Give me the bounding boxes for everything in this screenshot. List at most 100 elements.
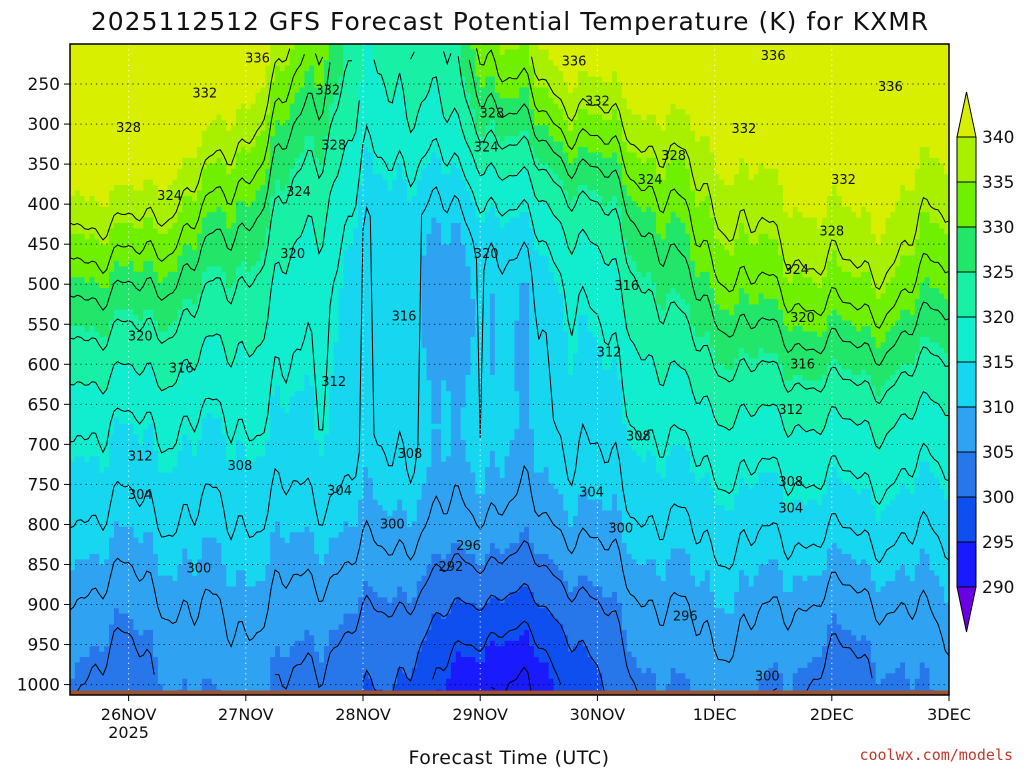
color-band-cell <box>148 217 154 262</box>
color-band-cell <box>572 119 579 159</box>
color-band-cell <box>426 629 432 695</box>
color-band-cell <box>914 478 921 566</box>
color-band-cell <box>226 174 232 230</box>
color-band-cell <box>572 195 579 246</box>
color-band-cell <box>475 44 481 78</box>
color-band-cell <box>885 282 891 333</box>
color-band-cell <box>275 261 281 387</box>
color-band-cell <box>817 505 823 577</box>
color-band-cell <box>919 548 926 664</box>
color-band-cell <box>763 168 769 235</box>
color-band-cell <box>880 385 887 441</box>
color-band-cell <box>104 288 110 338</box>
color-band-cell <box>631 44 638 116</box>
color-band-cell <box>836 315 843 365</box>
color-band-cell <box>211 212 218 268</box>
color-band-cell <box>748 358 755 419</box>
color-band-cell <box>553 103 559 143</box>
color-band-cell <box>822 331 828 376</box>
color-band-cell <box>924 212 931 278</box>
color-band-cell <box>260 185 266 251</box>
color-band-cell <box>836 364 843 414</box>
color-band-cell <box>182 195 188 246</box>
color-band-cell <box>548 98 555 137</box>
color-band-cell <box>294 239 301 392</box>
color-band-cell <box>201 44 208 132</box>
color-band-cell <box>651 673 657 695</box>
color-band-cell <box>201 271 208 338</box>
color-band-cell <box>333 179 340 343</box>
color-band-cell <box>597 673 603 695</box>
color-band-cell <box>602 157 608 208</box>
color-band-cell <box>519 635 525 695</box>
color-band-cell <box>172 179 179 224</box>
color-band-cell <box>670 445 677 550</box>
color-band-cell <box>812 429 818 501</box>
color-band-cell <box>289 49 296 105</box>
color-band-cell <box>470 201 476 300</box>
color-band-cell <box>372 65 379 175</box>
color-band-cell <box>563 81 569 121</box>
color-band-cell <box>636 353 642 457</box>
color-band-cell <box>724 250 730 311</box>
color-band-cell <box>74 456 81 560</box>
color-band-cell <box>475 168 481 219</box>
color-band-cell <box>284 271 291 414</box>
color-band-cell <box>680 673 686 695</box>
color-band-cell <box>695 44 701 143</box>
color-band-cell <box>553 44 559 67</box>
color-band-cell <box>504 548 511 598</box>
color-band-cell <box>172 581 179 695</box>
color-band-cell <box>465 266 472 376</box>
color-band-cell <box>865 44 872 213</box>
color-band-cell <box>582 71 589 110</box>
color-band-cell <box>323 646 330 695</box>
color-band-cell <box>309 44 315 67</box>
color-band-cell <box>607 119 613 159</box>
color-band-cell <box>665 684 672 695</box>
contour-label: 332 <box>731 122 756 137</box>
color-band-cell <box>797 44 804 213</box>
color-band-cell <box>143 217 149 262</box>
color-band-cell <box>304 44 310 72</box>
color-band-cell <box>768 667 774 695</box>
color-band-cell <box>719 364 725 425</box>
color-band-cell <box>79 277 86 327</box>
color-band-cell <box>748 44 755 181</box>
color-band-cell <box>436 223 442 425</box>
color-band-cell <box>690 472 696 577</box>
color-band-cell <box>74 662 81 695</box>
color-band-cell <box>167 385 174 474</box>
color-band-cell <box>255 261 262 349</box>
color-band-cell <box>279 125 286 192</box>
color-band-cell <box>460 76 467 137</box>
color-band-cell <box>148 629 154 695</box>
color-band-cell <box>778 255 784 311</box>
color-band-cell <box>890 581 896 674</box>
color-band-cell <box>538 255 545 474</box>
color-band-cell <box>714 174 721 240</box>
contour-label: 324 <box>286 185 311 200</box>
color-band-cell <box>402 98 408 181</box>
color-band-cell <box>240 44 247 105</box>
colorbar-swatch <box>956 271 977 318</box>
color-band-cell <box>294 640 301 695</box>
color-band-cell <box>734 591 740 695</box>
color-band-cell <box>153 657 159 695</box>
color-band-cell <box>846 44 852 208</box>
color-band-cell <box>450 44 457 110</box>
color-band-cell <box>719 244 725 311</box>
color-band-cell <box>99 244 105 289</box>
contour-label: 312 <box>778 403 803 418</box>
color-band-cell <box>885 505 891 582</box>
color-band-cell <box>104 44 110 208</box>
color-band-cell <box>123 185 130 224</box>
color-band-cell <box>670 103 677 154</box>
colorbar-swatch <box>956 406 977 453</box>
color-band-cell <box>519 212 525 284</box>
color-band-cell <box>109 537 115 626</box>
color-band-cell <box>651 44 657 116</box>
color-band-cell <box>104 391 110 468</box>
color-band-cell <box>841 320 848 371</box>
color-band-cell <box>421 640 428 695</box>
